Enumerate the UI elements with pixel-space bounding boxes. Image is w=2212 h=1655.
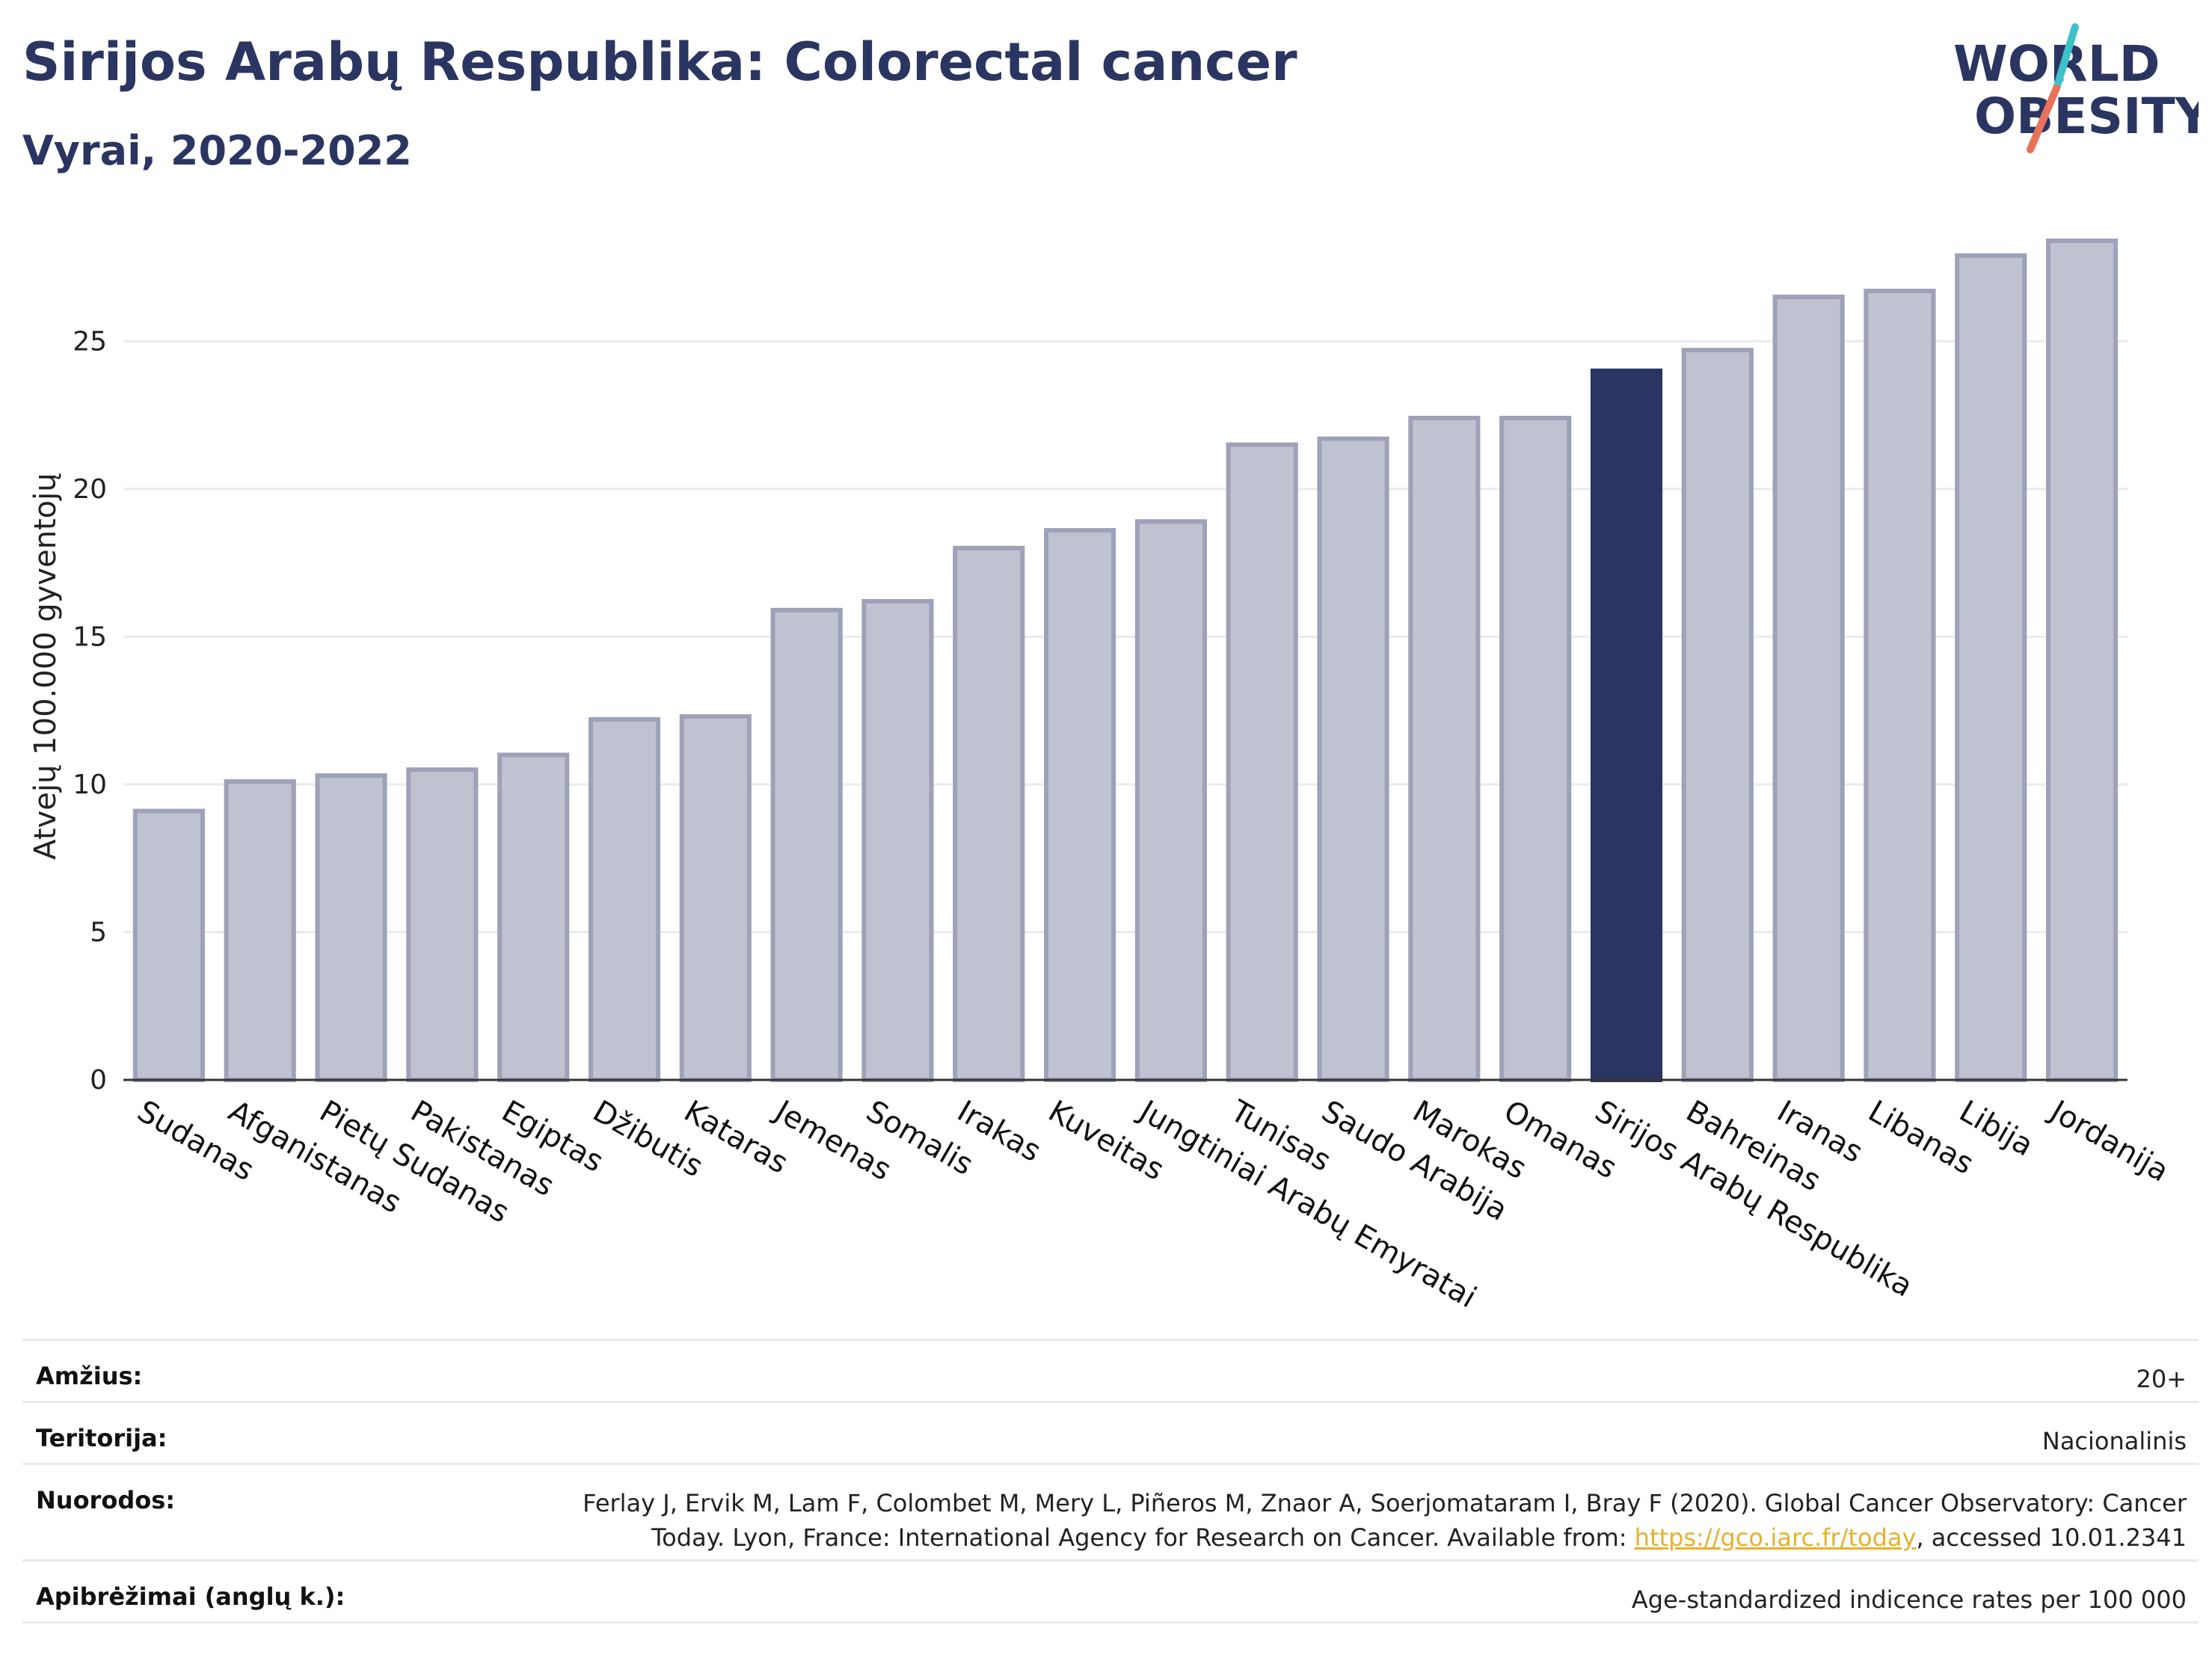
x-tick-label: Libanas [1862, 1094, 1979, 1182]
bar [1955, 253, 2027, 1082]
bar [953, 545, 1025, 1082]
references-link[interactable]: https://gco.iarc.fr/today [1634, 1523, 1917, 1552]
bar [588, 716, 661, 1082]
references-label: Nuorodos: [36, 1486, 176, 1514]
territory-value: Nacionalinis [2042, 1427, 2187, 1455]
bar [770, 607, 843, 1082]
age-value: 20+ [2136, 1365, 2187, 1393]
bar [861, 598, 934, 1082]
y-tick-label: 15 [73, 621, 107, 652]
world-obesity-logo: WORLD OBESITY [1953, 23, 2199, 153]
bar [1044, 528, 1116, 1082]
age-label: Amžius: [36, 1362, 143, 1390]
references-line2-pre: Today. Lyon, France: International Agenc… [651, 1523, 1635, 1552]
x-tick-label: Jordanija [2042, 1093, 2174, 1188]
logo-slash-coral [2027, 85, 2060, 153]
bar [1226, 442, 1298, 1082]
bar [1499, 416, 1572, 1082]
bar [1864, 289, 1936, 1082]
y-tick-label: 0 [90, 1065, 107, 1096]
references-line2-post: , accessed 10.01.2341 [1916, 1523, 2187, 1552]
y-tick-label: 20 [73, 474, 107, 505]
meta-row-territory: Teritorija: Nacionalinis [22, 1401, 2199, 1463]
definitions-label: Apibrėžimai (anglų k.): [36, 1582, 345, 1611]
bar [315, 773, 387, 1083]
references-line1: Ferlay J, Ervik M, Lam F, Colombet M, Me… [583, 1489, 2187, 1517]
bar [2046, 238, 2119, 1082]
meta-row-definitions: Apibrėžimai (anglų k.): Age-standardized… [22, 1559, 2199, 1624]
y-tick-label: 10 [73, 770, 107, 800]
bar [497, 752, 570, 1082]
bar [1408, 416, 1481, 1082]
chart-subtitle: Vyrai, 2020-2022 [22, 127, 412, 174]
bar [1681, 348, 1754, 1082]
territory-label: Teritorija: [36, 1424, 168, 1452]
y-axis-label: Atvejų 100.000 gyventojų [28, 473, 63, 859]
bar [1590, 368, 1663, 1082]
logo-slash-teal [2053, 23, 2079, 92]
chart-title: Sirijos Arabų Respublika: Colorectal can… [22, 31, 1297, 93]
y-tick-label: 25 [73, 326, 107, 357]
logo-line2: OBESITY [1974, 87, 2199, 145]
bar [132, 808, 205, 1083]
references-value: Ferlay J, Ervik M, Lam F, Colombet M, Me… [541, 1486, 2187, 1555]
meta-row-references: Nuorodos: Ferlay J, Ervik M, Lam F, Colo… [22, 1463, 2199, 1559]
bar [224, 779, 296, 1083]
bar [1317, 436, 1389, 1082]
definitions-value: Age-standardized indicence rates per 100… [1631, 1585, 2187, 1614]
bar [1772, 295, 1845, 1082]
meta-row-age: Amžius: 20+ [22, 1339, 2199, 1401]
bar [406, 767, 479, 1082]
bar [679, 714, 752, 1082]
y-tick-label: 5 [90, 917, 107, 948]
bar [1134, 519, 1207, 1082]
metadata-table: Amžius: 20+ Teritorija: Nacionalinis Nuo… [22, 1339, 2199, 1624]
